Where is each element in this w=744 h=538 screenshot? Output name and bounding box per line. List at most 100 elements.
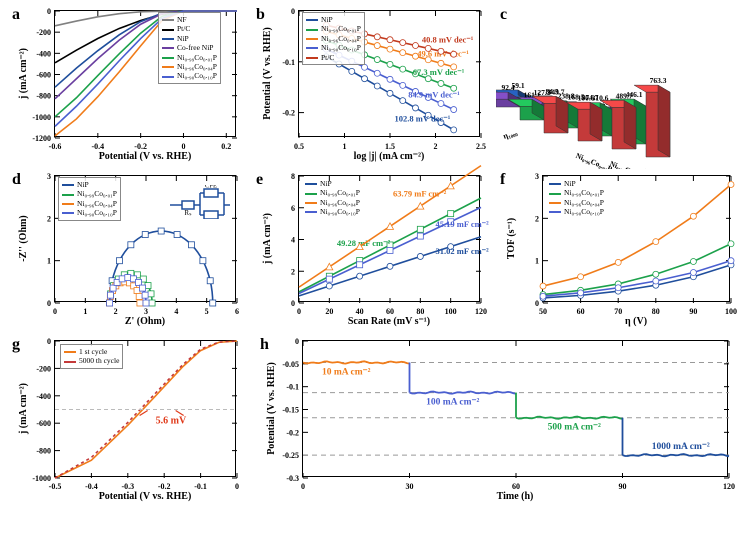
svg-text:0.2: 0.2 <box>221 142 231 151</box>
svg-text:40: 40 <box>356 307 364 316</box>
bar3d-value: 374.7 <box>582 93 599 102</box>
legend-item: Ni₀.₉₉Co₀.₀₁P <box>306 24 361 33</box>
svg-text:-1000: -1000 <box>32 474 51 483</box>
step-segment <box>623 454 730 456</box>
svg-text:2: 2 <box>291 267 295 276</box>
figure-root: { "colors": { "axis": "#000000", "grid":… <box>0 0 744 538</box>
marker <box>137 300 143 306</box>
svg-text:1: 1 <box>343 142 347 151</box>
legend-swatch <box>305 202 317 204</box>
marker <box>387 247 393 253</box>
svg-text:60: 60 <box>577 307 585 316</box>
marker <box>690 213 696 219</box>
svg-text:60: 60 <box>386 307 394 316</box>
legend-swatch <box>305 211 317 213</box>
segment-annotation: 500 mA cm⁻² <box>548 423 601 433</box>
svg-text:2: 2 <box>535 214 539 223</box>
marker <box>451 127 457 133</box>
legend-item: Ni₀.₉₀Co₀.₁₀P <box>305 207 360 216</box>
svg-text:6: 6 <box>235 307 239 316</box>
svg-text:0: 0 <box>47 7 51 16</box>
marker <box>417 226 423 232</box>
x-axis-label: η (V) <box>542 316 730 327</box>
legend-swatch <box>162 38 174 40</box>
marker <box>142 292 148 298</box>
svg-text:100: 100 <box>445 307 457 316</box>
step-segment <box>516 417 623 419</box>
bar3d-value: 489.7 <box>616 91 633 100</box>
panel-g: g-0.5-0.4-0.3-0.2-0.10-1000-800-600-400-… <box>8 334 242 509</box>
svg-text:0.5: 0.5 <box>294 142 304 151</box>
legend-item: Ni₀.₉₉Co₀.₀₁P <box>162 53 217 62</box>
legend-item: 5000 th cycle <box>64 356 119 365</box>
svg-text:-400: -400 <box>36 392 51 401</box>
legend-label: Ni₀.₉₆Co₀.₀₄P <box>177 62 217 71</box>
marker <box>125 275 131 281</box>
y-axis-label: j (mA cm⁻²) <box>18 10 29 137</box>
marker <box>142 232 148 238</box>
panel-a: a-0.6-0.4-0.200.2-1200-1000-800-600-400-… <box>8 4 242 169</box>
y-axis-label: -Z'' (Ohm) <box>18 175 29 302</box>
legend-item: Pt/C <box>306 53 361 62</box>
legend-label: Ni₀.₉₀Co₀.₁₀P <box>321 43 361 52</box>
svg-text:-0.1: -0.1 <box>282 58 295 67</box>
panel-c: c36.059.184.3100.692.4127.3168.5201.5161… <box>496 4 736 169</box>
marker <box>149 300 155 306</box>
legend-item: Ni₀.₉₉Co₀.₀₁P <box>549 188 604 197</box>
legend-label: NF <box>177 15 187 24</box>
marker <box>136 293 142 299</box>
legend-swatch <box>306 38 318 40</box>
marker <box>400 82 406 88</box>
svg-text:2: 2 <box>47 214 51 223</box>
legend-swatch <box>549 202 561 204</box>
legend-item: Ni₀.₉₀Co₀.₁₀P <box>62 208 117 217</box>
svg-text:30: 30 <box>406 482 414 491</box>
legend-item: NiP <box>549 179 604 188</box>
marker <box>412 105 418 111</box>
series-line <box>110 231 213 303</box>
marker <box>451 107 457 113</box>
legend-label: Pt/C <box>321 53 334 62</box>
bar3d-value: 92.4 <box>501 83 514 92</box>
shift-annotation: 5.6 mV <box>156 416 187 427</box>
legend-item: Ni₀.₉₀Co₀.₁₀P <box>306 43 361 52</box>
marker <box>438 60 444 66</box>
bar3d-value: 349.7 <box>548 87 565 96</box>
svg-text:-400: -400 <box>36 49 51 58</box>
legend-item: NiP <box>162 34 217 43</box>
slope-annotation: 31.02 mF cm⁻² <box>436 246 490 256</box>
legend-item: Ni₀.₉₉Co₀.₀₁P <box>62 189 117 198</box>
slope-annotation: 49.28 mF cm⁻² <box>337 238 391 248</box>
marker <box>326 276 332 282</box>
step-segment <box>303 361 410 363</box>
marker <box>417 253 423 259</box>
marker <box>362 64 368 70</box>
marker <box>362 76 368 82</box>
marker <box>438 80 444 86</box>
svg-text:-1000: -1000 <box>32 113 51 122</box>
marker <box>128 242 134 248</box>
svg-text:-0.2: -0.2 <box>282 109 295 118</box>
bar3d-value: 763.3 <box>650 76 667 85</box>
svg-text:-800: -800 <box>36 92 51 101</box>
marker <box>540 283 546 289</box>
bar3d-col-label: Ni₀.₉₉Co₀.₀₁P <box>608 159 647 169</box>
x-axis-label: log |j| (mA cm⁻²) <box>298 151 480 162</box>
segment-annotation: 100 mA cm⁻² <box>426 398 479 408</box>
panel-f: f50607080901000123η (V)TOF (s⁻¹)NiPNi₀.₉… <box>496 169 736 334</box>
panel-h: h0306090120-0.3-0.25-0.2-0.15-0.1-0.0501… <box>252 334 734 509</box>
legend-item: Co-free NiP <box>162 43 217 52</box>
svg-text:0: 0 <box>47 299 51 308</box>
svg-text:3: 3 <box>47 172 51 181</box>
marker <box>140 285 146 291</box>
legend: NFPt/CNiPCo-free NiPNi₀.₉₉Co₀.₀₁PNi₀.₉₆C… <box>158 12 221 84</box>
panel-d: d01234560123Z' (Ohm)-Z'' (Ohm)NiPNi₀.₉₉C… <box>8 169 242 334</box>
legend: NiPNi₀.₉₉Co₀.₀₁PNi₀.₉₆Co₀.₀₄PNi₀.₉₀Co₀.₁… <box>302 177 363 219</box>
svg-text:20: 20 <box>325 307 333 316</box>
marker <box>188 242 194 248</box>
bar3d-side <box>590 102 602 141</box>
marker <box>540 293 546 299</box>
marker <box>728 241 734 247</box>
svg-text:Rₛ: Rₛ <box>184 209 192 217</box>
slope-annotation: 40.8 mV dec⁻¹ <box>422 34 474 44</box>
